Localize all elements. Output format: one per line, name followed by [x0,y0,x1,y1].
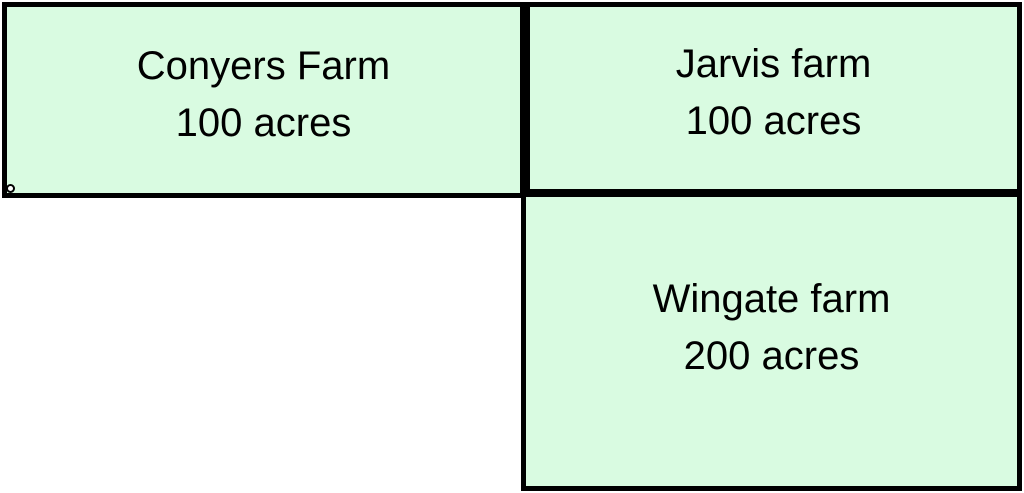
farm-name: Jarvis farm [675,42,872,87]
farm-acreage: 100 acres [685,99,862,143]
jarvis-farm-box: Jarvis farm 100 acres [525,2,1022,194]
farm-acreage: 200 acres [683,333,860,378]
conyers-farm-box: Conyers Farm 100 acres [2,2,525,198]
wingate-farm-box: Wingate farm 200 acres [521,192,1022,491]
empty-quadrant [0,199,517,493]
farm-acreage: 100 acres [175,101,352,145]
corner-circle-marker [6,184,15,193]
farm-name: Wingate farm [652,276,891,321]
farm-name: Conyers Farm [136,44,391,89]
